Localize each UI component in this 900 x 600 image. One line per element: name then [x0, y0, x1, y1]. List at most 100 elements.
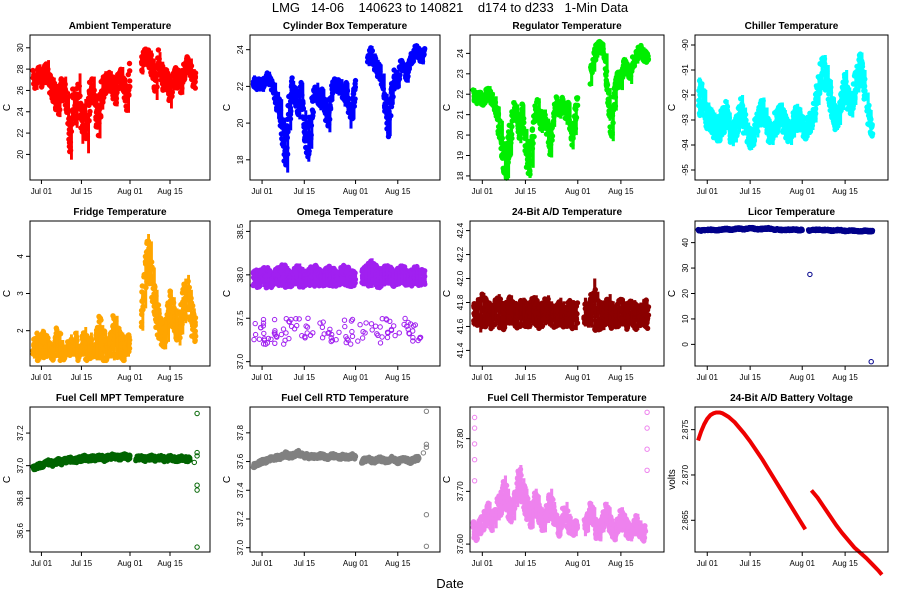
data-band	[170, 80, 173, 109]
data-band	[863, 70, 867, 100]
data-band	[507, 145, 511, 178]
data-band	[70, 123, 73, 160]
x-tick-label: Aug 01	[343, 187, 369, 196]
data-points	[470, 38, 652, 181]
y-tick-label: 30	[16, 43, 25, 52]
y-axis: 234	[16, 254, 30, 333]
data-band	[869, 110, 873, 130]
data-band	[605, 53, 609, 74]
x-tick-label: Jul 01	[31, 373, 53, 382]
data-point	[350, 91, 356, 97]
data-band	[522, 104, 526, 125]
panel-title: Regulator Temperature	[512, 21, 622, 32]
data-band	[510, 122, 514, 156]
y-tick-label: 2	[16, 328, 25, 333]
data-band	[84, 99, 88, 136]
y-tick-label: 20	[16, 149, 25, 158]
data-point	[125, 71, 132, 78]
data-band	[192, 69, 196, 89]
x-axis: Jul 01 Jul 15 Aug 01 Aug 15	[31, 180, 183, 196]
y-axis-label: C	[667, 104, 678, 111]
data-band	[352, 269, 356, 287]
data-band	[61, 79, 65, 104]
x-axis: Jul 01 Jul 15 Aug 01 Aug 15	[251, 180, 411, 196]
x-tick-label: Jul 01	[697, 187, 719, 196]
data-band	[150, 241, 153, 286]
figure-title: LMG 14-06 140623 to 140821 d174 to d233 …	[271, 0, 629, 15]
panel-fridge: Fridge Temperature Jul 01 Jul 15 Aug 01 Aug …	[2, 207, 211, 382]
data-band	[55, 84, 59, 110]
data-band	[406, 68, 410, 83]
y-axis-label: C	[442, 104, 453, 111]
data-band	[602, 43, 606, 56]
data-band	[58, 89, 62, 118]
y-axis-label: C	[2, 104, 13, 111]
data-band	[379, 64, 383, 80]
data-point	[868, 130, 874, 137]
data-band	[614, 86, 618, 111]
data-point	[574, 95, 580, 101]
data-point	[499, 152, 505, 159]
x-axis: Jul 01 Jul 15 Aug 01 Aug 15	[697, 180, 858, 196]
data-points	[30, 234, 199, 364]
y-tick-label: 24	[236, 45, 245, 54]
data-band	[155, 72, 159, 100]
data-point	[289, 75, 295, 81]
y-tick-label: -93	[681, 114, 690, 126]
x-tick-label: Aug 01	[117, 373, 143, 382]
data-band	[141, 293, 145, 331]
data-band	[301, 82, 305, 102]
data-band	[352, 97, 356, 120]
data-band	[590, 69, 594, 86]
data-band	[67, 91, 70, 122]
x-tick-label: Aug 15	[832, 187, 858, 196]
data-band	[152, 267, 156, 305]
x-axis: Jul 01 Jul 15 Aug 01 Aug 15	[31, 366, 183, 382]
x-tick-label: Jul 15	[71, 373, 93, 382]
data-band	[47, 60, 50, 81]
x-tick-label: Jul 01	[31, 187, 53, 196]
data-band	[701, 82, 705, 118]
data-points	[250, 43, 428, 173]
panel-regulator: Regulator Temperature Jul 01 Jul 15 Aug 01 A…	[442, 21, 665, 196]
data-band	[382, 73, 386, 96]
x-tick-label: Aug 15	[608, 187, 634, 196]
y-tick-label: 24	[16, 107, 25, 116]
x-axis: Jul 01 Jul 15 Aug 01 Aug 15	[472, 180, 634, 196]
y-tick-label: 22	[456, 89, 465, 98]
data-band	[95, 93, 99, 126]
data-band	[101, 81, 105, 110]
x-tick-label: Aug 01	[117, 187, 143, 196]
data-band	[571, 120, 575, 150]
y-tick-label: 23	[456, 69, 465, 78]
panel-title: Fridge Temperature	[73, 207, 167, 218]
y-tick-label: 26	[16, 85, 25, 94]
data-band	[92, 76, 96, 103]
data-points	[696, 51, 876, 151]
data-point	[421, 47, 427, 53]
data-band	[87, 112, 90, 154]
x-tick-label: Aug 15	[157, 373, 183, 382]
data-band	[762, 97, 766, 123]
data-band	[38, 64, 42, 83]
data-band	[630, 67, 634, 84]
data-point	[299, 106, 305, 113]
data-band	[164, 327, 168, 350]
x-tick-label: Aug 01	[790, 187, 816, 196]
panel-title: Omega Temperature	[297, 207, 394, 218]
data-band	[286, 124, 290, 173]
y-tick-label: 3	[16, 291, 25, 296]
data-band	[52, 77, 56, 102]
y-tick-label: -90	[681, 39, 690, 51]
data-band	[78, 73, 82, 99]
data-band	[645, 51, 649, 64]
y-axis-label: C	[2, 290, 13, 297]
outlier-point	[252, 320, 258, 327]
x-tick-label: Jul 15	[294, 187, 316, 196]
